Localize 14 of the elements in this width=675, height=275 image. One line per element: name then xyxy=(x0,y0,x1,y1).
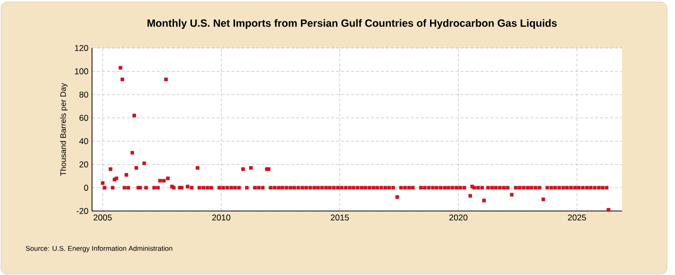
y-tick-label: 0 xyxy=(84,184,88,191)
y-tick-label: 60 xyxy=(80,114,88,121)
x-tick-label: 2020 xyxy=(449,214,468,221)
y-tick-label: 80 xyxy=(79,92,88,98)
y-tick-label: 20 xyxy=(79,161,88,168)
y-tick-label: 100 xyxy=(75,68,88,74)
x-tick-label: 2015 xyxy=(330,214,349,221)
x-tick-label: 2010 xyxy=(212,214,230,221)
y-tick-label: 40 xyxy=(79,138,88,144)
x-tick-label: 2025 xyxy=(568,214,586,221)
x-tick-label: 2005 xyxy=(94,214,112,221)
chart-title: Monthly U.S. Net Imports from Persian Gulf Countries of Hydrocarbon Gas Liquids xyxy=(148,19,557,29)
y-tick-label: -20 xyxy=(76,208,88,214)
y-tick-label: 120 xyxy=(75,45,88,51)
